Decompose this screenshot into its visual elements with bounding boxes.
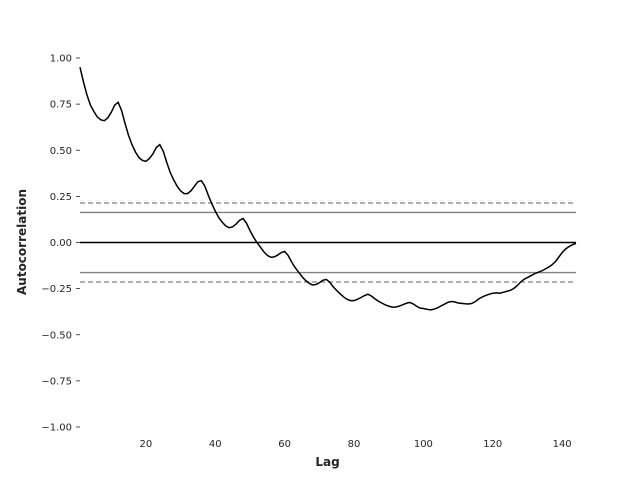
y-axis-ticks: −1.00 −0.75 −0.50 −0.25 0.00 0.25 0.50 0.75 1.00: [41, 54, 80, 434]
y-tick-label: −0.25: [41, 284, 72, 295]
y-tick-label: 0.50: [50, 146, 72, 157]
x-tick-label: 100: [414, 439, 433, 450]
autocorrelation-line: [79, 67, 577, 311]
y-tick-label: 0.00: [50, 238, 72, 249]
x-tick-label: 40: [209, 439, 222, 450]
y-axis-label: Autocorrelation: [15, 189, 29, 295]
x-tick-label: 60: [278, 439, 291, 450]
y-tick-label: −0.50: [41, 330, 72, 341]
y-tick-label: −0.75: [41, 376, 72, 387]
y-tick-label: 0.25: [50, 192, 72, 203]
y-tick-label: 0.75: [50, 100, 72, 111]
x-tick-label: 80: [348, 439, 361, 450]
confidence-band-lines: [80, 202, 576, 283]
y-tick-label: 1.00: [50, 54, 72, 65]
x-tick-label: 20: [140, 439, 153, 450]
x-tick-label: 120: [483, 439, 502, 450]
x-axis-ticks: 20 40 60 80 100 120 140: [140, 439, 572, 450]
x-tick-label: 140: [553, 439, 572, 450]
x-axis-label: Lag: [315, 455, 339, 469]
y-tick-label: −1.00: [41, 423, 72, 434]
